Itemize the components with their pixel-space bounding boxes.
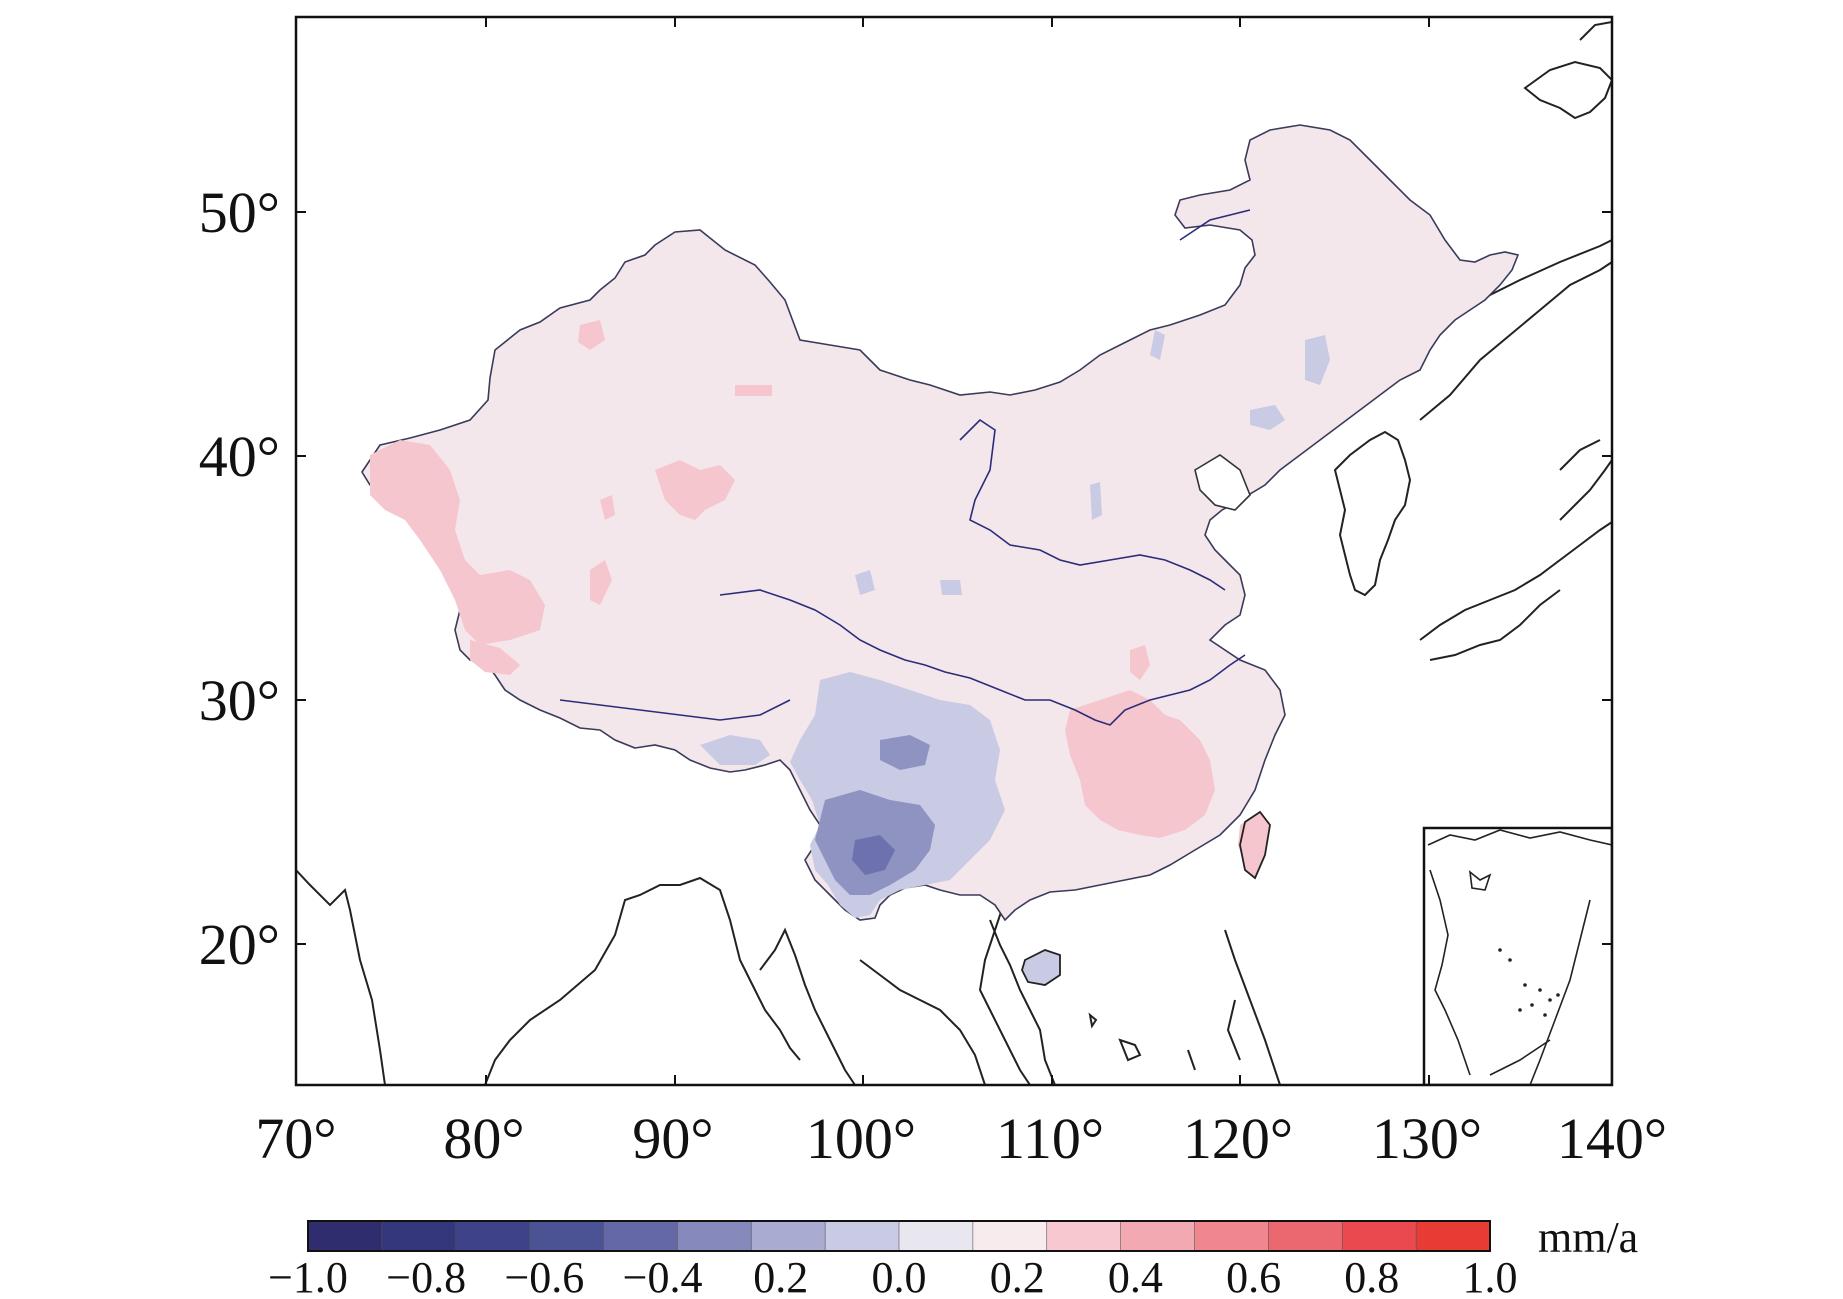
colorbar-swatch — [381, 1220, 457, 1252]
x-tick-label: 80° — [443, 1106, 524, 1171]
positive-trend-areas — [370, 320, 1262, 865]
colorbar-swatch — [1341, 1220, 1417, 1252]
colorbar-label: 0.2 — [753, 1253, 808, 1299]
map-panel — [296, 17, 1612, 1085]
colorbar-swatch — [1415, 1220, 1491, 1252]
neighbor-coastlines — [296, 21, 1612, 1085]
colorbar: mm/a −1.0 −0.8 −0.6 −0.4 0.2 0.0 0.2 0.4 0.6 0.8 1… — [268, 1213, 1638, 1299]
y-axis-labels: 50° 40° 30° 20° — [199, 180, 280, 977]
y-tick-label: 50° — [199, 180, 280, 245]
hainan-island — [1021, 949, 1061, 986]
colorbar-label: −0.4 — [623, 1253, 703, 1299]
colorbar-label: 0.6 — [1226, 1253, 1281, 1299]
china-region — [361, 124, 1520, 986]
colorbar-label: 0.4 — [1108, 1253, 1163, 1299]
colorbar-swatch — [529, 1220, 605, 1252]
colorbar-swatch — [307, 1220, 383, 1252]
colorbar-swatch — [972, 1220, 1048, 1252]
colorbar-swatches — [307, 1220, 1491, 1252]
bohai-coast — [1194, 454, 1251, 511]
colorbar-swatch — [603, 1220, 679, 1252]
x-tick-label: 120° — [1183, 1106, 1293, 1171]
colorbar-unit: mm/a — [1538, 1213, 1638, 1262]
colorbar-label: −1.0 — [268, 1253, 348, 1299]
darkest-negative-trend-area — [852, 835, 895, 875]
colorbar-swatch — [898, 1220, 974, 1252]
x-tick-label: 70° — [255, 1106, 336, 1171]
colorbar-swatch — [1120, 1220, 1196, 1252]
x-tick-label: 140° — [1557, 1106, 1667, 1171]
colorbar-label: 0.8 — [1344, 1253, 1399, 1299]
map-frame — [294, 15, 1614, 1087]
china-outline — [361, 124, 1520, 922]
colorbar-label: 0.2 — [990, 1253, 1045, 1299]
x-tick-label: 130° — [1372, 1106, 1482, 1171]
colorbar-swatch — [455, 1220, 531, 1252]
taiwan-island — [1239, 810, 1271, 880]
colorbar-label: 1.0 — [1463, 1253, 1518, 1299]
y-tick-label: 30° — [199, 668, 280, 733]
colorbar-label: −0.6 — [504, 1253, 584, 1299]
colorbar-labels: −1.0 −0.8 −0.6 −0.4 0.2 0.0 0.2 0.4 0.6 0.8 1.0 — [268, 1253, 1517, 1299]
colorbar-swatch — [1046, 1220, 1122, 1252]
x-tick-label: 100° — [806, 1106, 916, 1171]
colorbar-swatch — [824, 1220, 900, 1252]
rivers — [559, 209, 1251, 726]
colorbar-swatch — [1268, 1220, 1344, 1252]
y-tick-label: 40° — [199, 424, 280, 489]
colorbar-label: −0.8 — [386, 1253, 466, 1299]
colorbar-swatch — [1194, 1220, 1270, 1252]
colorbar-label: 0.0 — [872, 1253, 927, 1299]
tick-marks — [296, 17, 1612, 1085]
y-tick-label: 20° — [199, 912, 280, 977]
colorbar-frame — [307, 1220, 1491, 1252]
x-tick-label: 90° — [632, 1106, 713, 1171]
x-axis-labels: 70° 80° 90° 100° 110° 120° 130° 140° — [255, 1106, 1667, 1171]
x-tick-label: 110° — [996, 1106, 1104, 1171]
colorbar-swatch — [677, 1220, 753, 1252]
inset-south-china-sea — [1422, 826, 1612, 1085]
colorbar-swatch — [750, 1220, 826, 1252]
